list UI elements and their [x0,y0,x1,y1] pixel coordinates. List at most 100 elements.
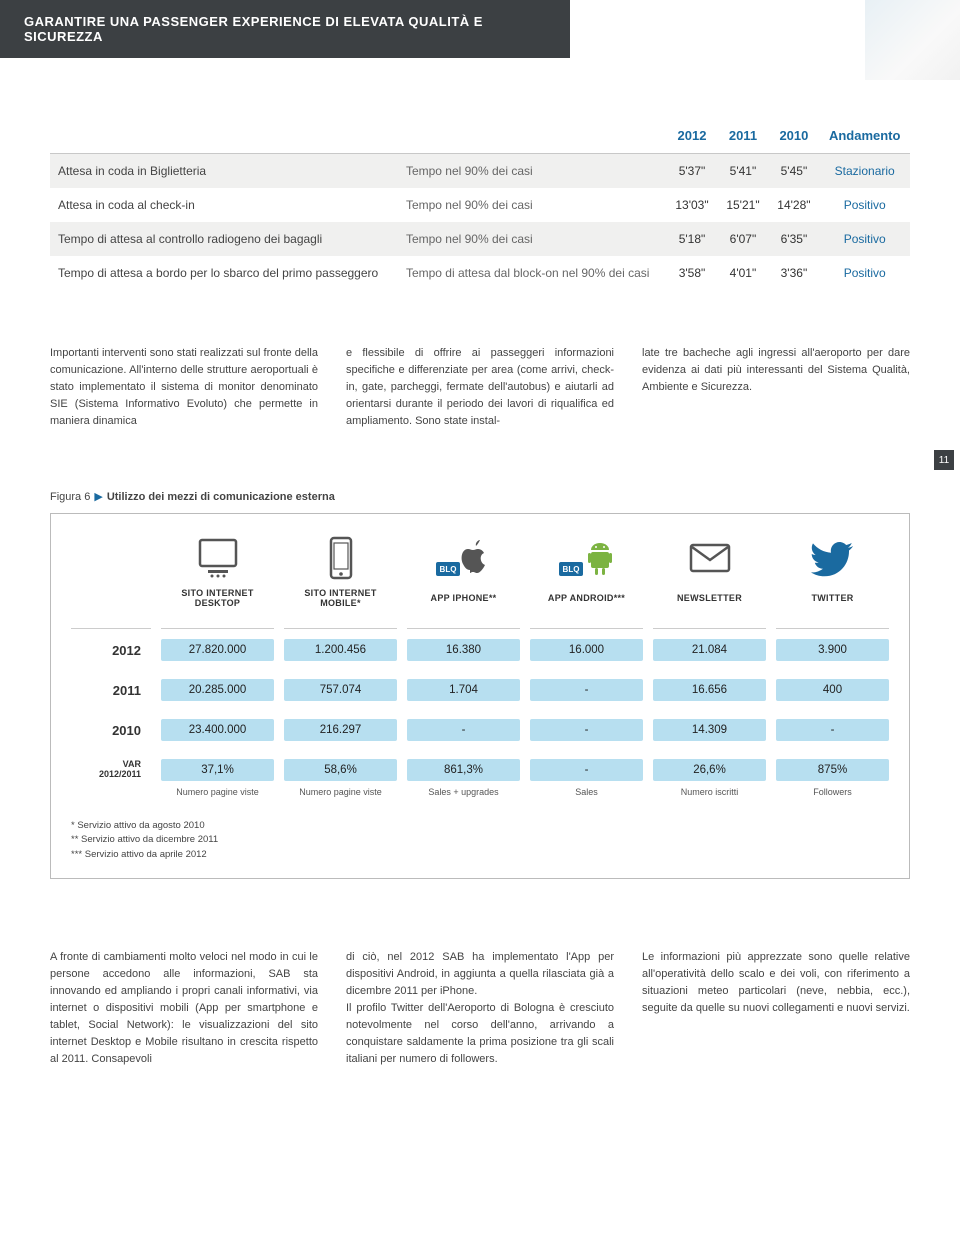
table-row: Attesa in coda al check-inTempo nel 90% … [50,188,910,222]
spacer [284,665,397,675]
sub-label: Numero iscritti [653,785,766,797]
data-pill: 21.084 [653,639,766,661]
table-cell: Tempo nel 90% dei casi [398,154,667,189]
divider [71,618,151,635]
spacer [161,705,274,715]
channel-icon-3: BLQ [530,532,643,584]
channel-label: NEWSLETTER [653,593,766,609]
spacer [530,705,643,715]
channel-icon-4 [653,532,766,584]
col-blank1 [50,118,398,154]
var-pill: 861,3% [407,759,520,781]
table-cell: Tempo di attesa al controllo radiogeno d… [50,222,398,256]
table-cell: 5'37" [667,154,718,189]
figure-pre: Figura 6 [50,491,90,503]
sub-label: Numero pagine viste [161,785,274,797]
channel-label: APP IPHONE** [407,593,520,609]
data-pill: 16.000 [530,639,643,661]
data-pill: 757.074 [284,679,397,701]
spacer [407,745,520,755]
table-cell: Positivo [819,188,910,222]
col-blank2 [398,118,667,154]
year-label: 2012 [71,643,151,658]
channel-icon-5 [776,532,889,584]
col-2012: 2012 [667,118,718,154]
data-pill: 16.380 [407,639,520,661]
sub-label: Sales [530,785,643,797]
channels-infographic: BLQBLQSITO INTERNET DESKTOPSITO INTERNET… [50,513,910,879]
divider [530,618,643,635]
table-cell: Stazionario [819,154,910,189]
col2-text-2: di ciò, nel 2012 SAB ha implementato l'A… [346,949,614,1068]
var-pill: 58,6% [284,759,397,781]
footnote-2: ** Servizio attivo da dicembre 2011 [71,833,889,847]
table-cell: Tempo nel 90% dei casi [398,222,667,256]
channel-label: TWITTER [776,593,889,609]
table-cell: Attesa in coda in Biglietteria [50,154,398,189]
wait-times-table: 2012 2011 2010 Andamento Attesa in coda … [50,118,910,290]
table-cell: 3'36" [768,256,819,290]
table-cell: Tempo di attesa a bordo per lo sbarco de… [50,256,398,290]
divider [161,618,274,635]
table-cell: 4'01" [717,256,768,290]
table-row: Tempo di attesa al controllo radiogeno d… [50,222,910,256]
sub-label: Sales + upgrades [407,785,520,797]
page-number-badge: 11 [934,450,954,470]
table-cell: 6'07" [717,222,768,256]
col2-text-1: A fronte di cambiamenti molto veloci nel… [50,949,318,1068]
var-pill: 26,6% [653,759,766,781]
col-2011: 2011 [717,118,768,154]
channel-icon-0 [161,532,274,584]
spacer [530,745,643,755]
spacer [161,745,274,755]
footnote-1: * Servizio attivo da agosto 2010 [71,819,889,833]
data-pill: 16.656 [653,679,766,701]
spacer [71,665,151,675]
spacer [530,665,643,675]
data-pill: 216.297 [284,719,397,741]
year-label: 2010 [71,723,151,738]
col-text-2: e flessibile di offrire ai passeggeri in… [346,345,614,430]
spacer [284,745,397,755]
spacer [776,705,889,715]
table-cell: 15'21" [717,188,768,222]
data-pill: 14.309 [653,719,766,741]
table-cell: 5'41" [717,154,768,189]
data-pill: 23.400.000 [161,719,274,741]
spacer [653,745,766,755]
col-trend: Andamento [819,118,910,154]
figure-title-text: Utilizzo dei mezzi di comunicazione este… [107,491,335,503]
body-paragraph-1: Importanti interventi sono stati realizz… [50,345,910,430]
spacer [776,745,889,755]
svg-text:BLQ: BLQ [439,565,456,574]
divider [776,618,889,635]
spacer [776,665,889,675]
table-cell: 5'45" [768,154,819,189]
spacer [653,665,766,675]
sub-label: Followers [776,785,889,797]
var-pill: 875% [776,759,889,781]
spacer [71,705,151,715]
table-cell: Positivo [819,222,910,256]
data-pill: 3.900 [776,639,889,661]
arrow-icon: ▶ [94,491,102,503]
data-pill: - [776,719,889,741]
body-paragraph-2: A fronte di cambiamenti molto veloci nel… [50,949,910,1068]
col-text-3: late tre bacheche agli ingressi all'aero… [642,345,910,430]
data-pill: 20.285.000 [161,679,274,701]
table-cell: 5'18" [667,222,718,256]
table-cell: 3'58" [667,256,718,290]
table-cell: Positivo [819,256,910,290]
page-title: GARANTIRE UNA PASSENGER EXPERIENCE DI EL… [0,0,570,58]
figure-caption: Figura 6 ▶ Utilizzo dei mezzi di comunicaz… [50,490,910,503]
data-pill: 1.200.456 [284,639,397,661]
table-cell: Attesa in coda al check-in [50,188,398,222]
var-label: VAR2012/2011 [71,760,151,780]
table-cell: 13'03" [667,188,718,222]
col2-text-3: Le informazioni più apprezzate sono quel… [642,949,910,1068]
spacer [71,745,151,755]
table-cell: Tempo di attesa dal block-on nel 90% dei… [398,256,667,290]
data-pill: 400 [776,679,889,701]
divider [653,618,766,635]
spacer [284,705,397,715]
